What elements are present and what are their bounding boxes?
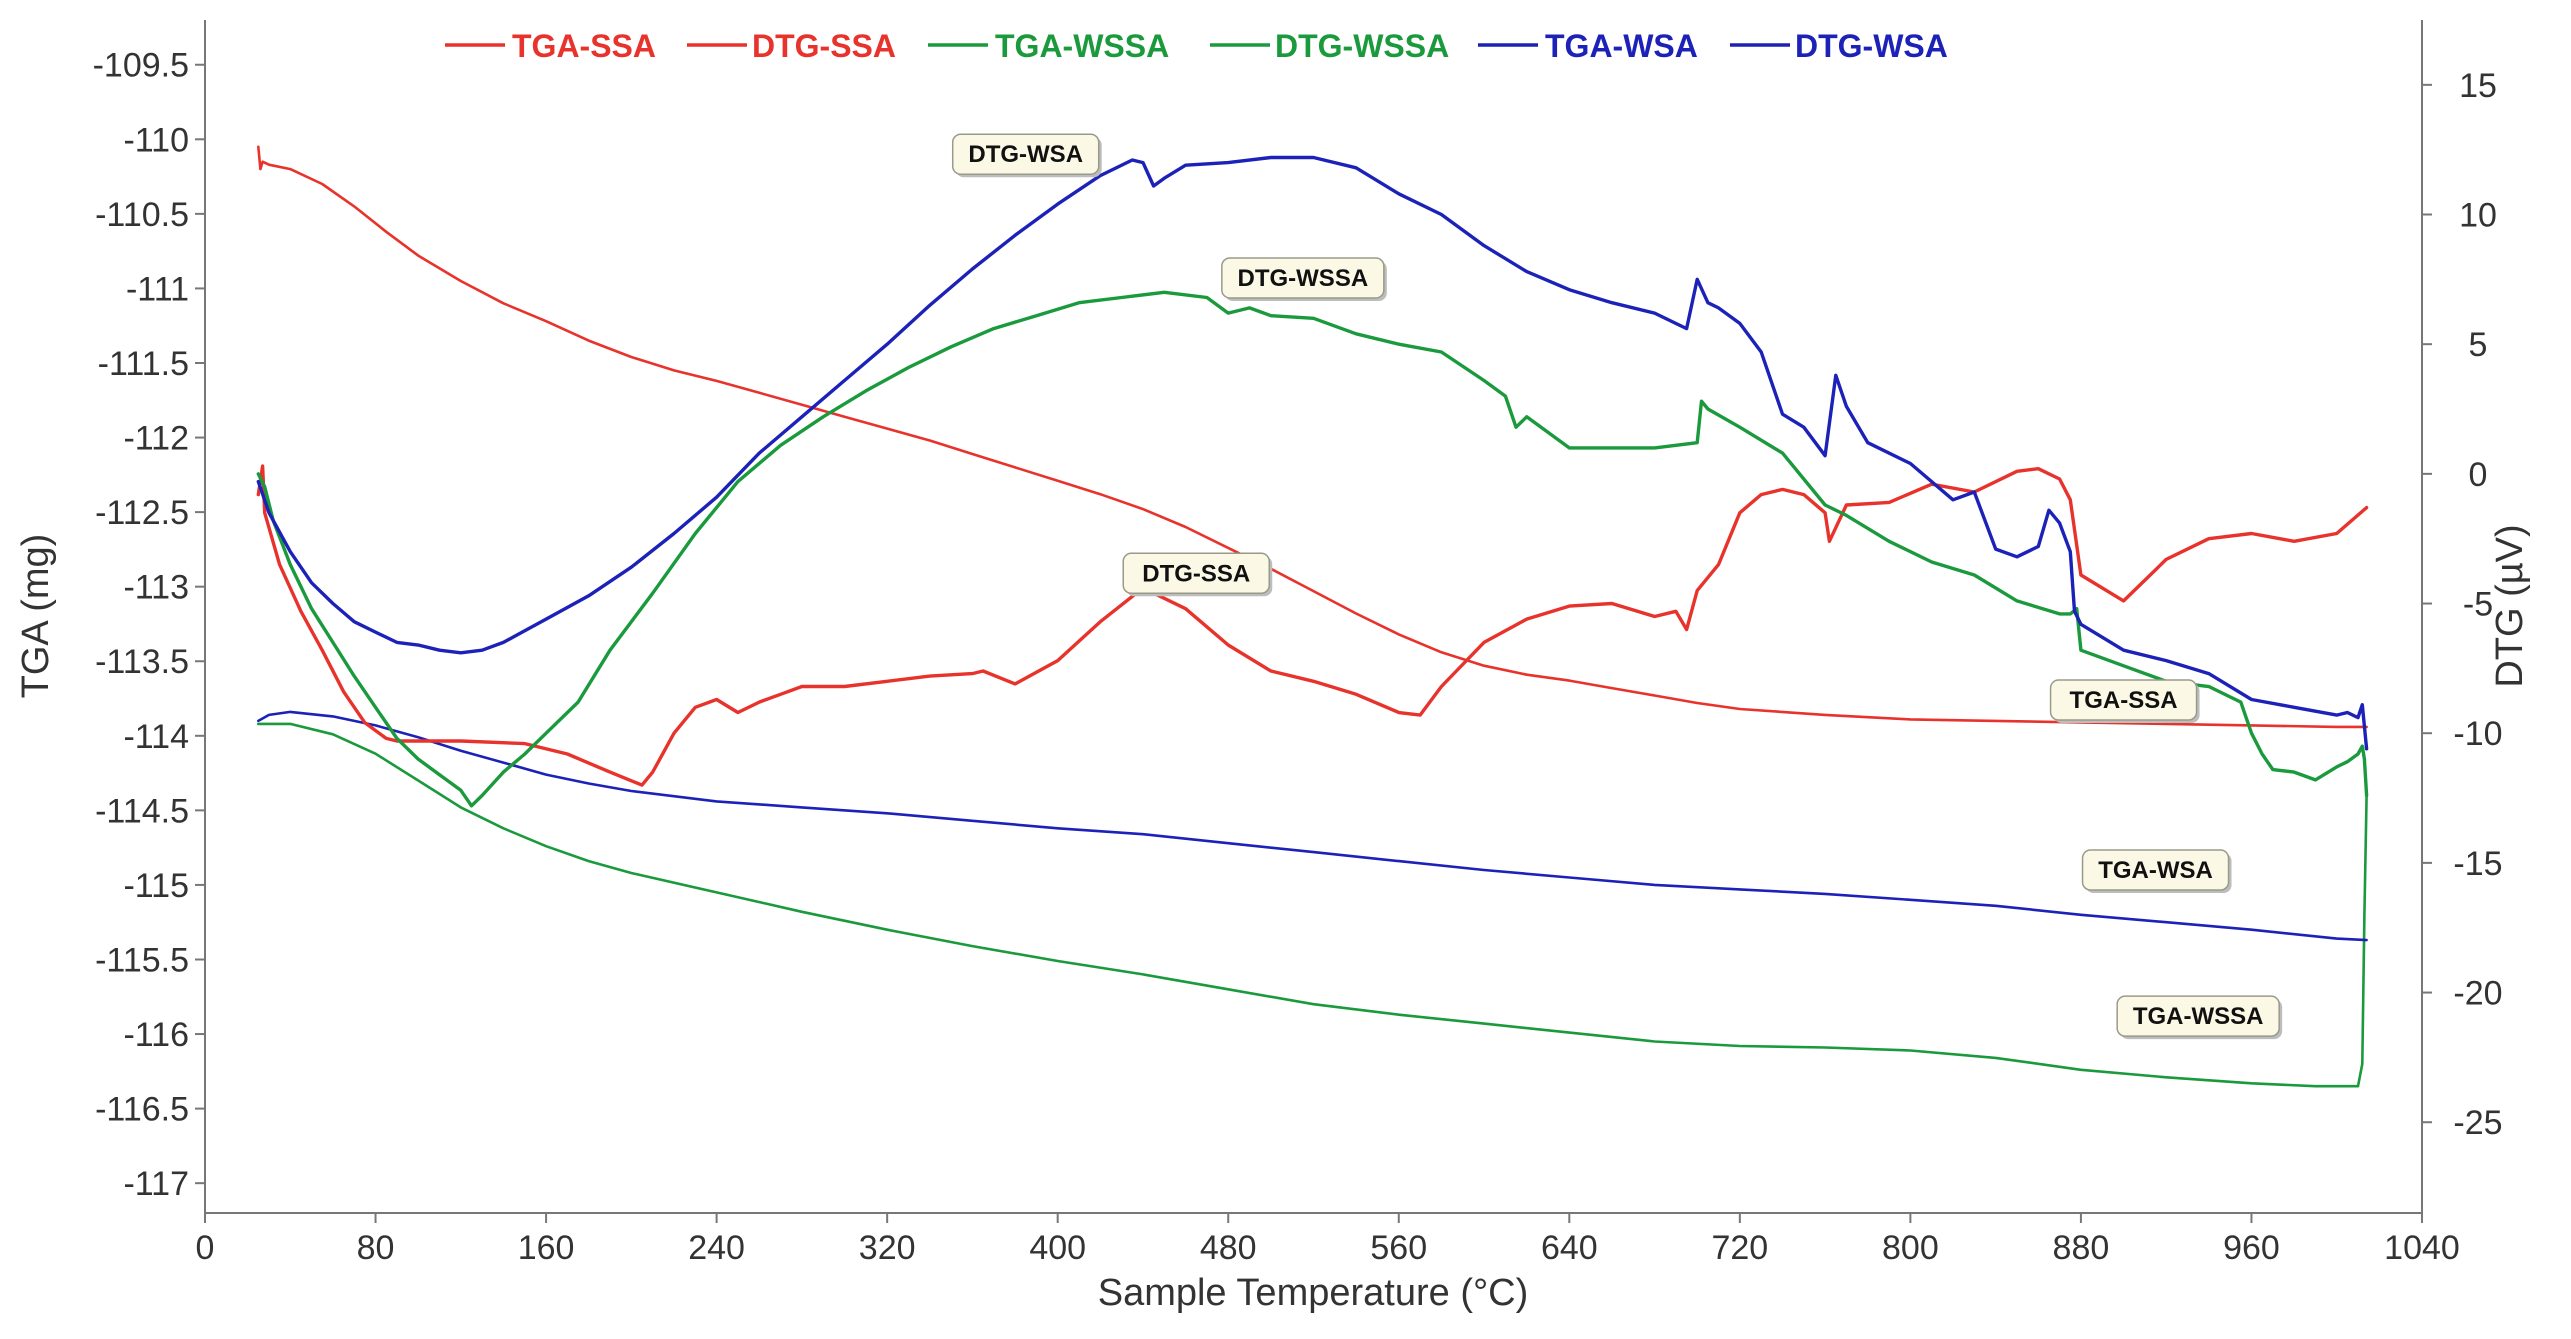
y-right-tick-label: 0 xyxy=(2469,456,2488,494)
y-right-tick-label: -20 xyxy=(2453,975,2502,1013)
annotation-label: TGA-SSA xyxy=(2070,687,2178,714)
x-ticks: 0 80 160 240 320 400 480 560 640 720 800 880 960 1040 xyxy=(196,1213,2460,1267)
annotation-label: DTG-SSA xyxy=(1142,560,1250,587)
legend-label: DTG-SSA xyxy=(752,28,896,64)
y-axis-right-title: DTG (µV) xyxy=(2489,524,2531,687)
annotation-box xyxy=(2081,849,2230,891)
x-tick-label: 480 xyxy=(1200,1229,1257,1267)
x-tick-label: 160 xyxy=(518,1229,575,1267)
y-left-tick-label: -117 xyxy=(123,1165,189,1203)
y-right-tick-label: 15 xyxy=(2459,67,2497,105)
y-left-tick-label: -115 xyxy=(123,867,189,905)
x-tick-label: 0 xyxy=(196,1229,215,1267)
y-left-tick-label: -113.5 xyxy=(95,643,189,681)
annotation-box xyxy=(951,133,1100,175)
y-left-tick-label: -114 xyxy=(123,718,189,756)
annotation-label: DTG-WSA xyxy=(968,141,1083,168)
annotations: DTG-WSA DTG-WSSA DTG-SSA TGA-SSA TGA-WSA TGA-… xyxy=(951,133,2283,1040)
series-line-tga-wssa xyxy=(256,722,2368,1088)
x-tick-label: 720 xyxy=(1711,1229,1768,1267)
series-line-dtg-ssa xyxy=(256,464,2369,787)
x-axis-title: Sample Temperature (°C) xyxy=(1098,1272,1529,1314)
legend-label: DTG-WSA xyxy=(1795,28,1948,64)
y-left-tick-label: -112.5 xyxy=(95,494,189,532)
y-ticks-left: -109.5 -110 -110.5 -111 -111.5 -112 -112.5 -113… xyxy=(93,47,205,1203)
x-tick-label: 240 xyxy=(688,1229,745,1267)
annotation-callout: TGA-WSA xyxy=(2081,849,2232,894)
series-line-tga-ssa xyxy=(256,145,2368,729)
y-left-tick-label: -110 xyxy=(123,121,189,159)
x-tick-label: 80 xyxy=(357,1229,395,1267)
y-left-tick-label: -111.5 xyxy=(98,345,189,383)
legend: TGA-SSA DTG-SSA TGA-WSSA DTG-WSSA TGA-WSA DTG… xyxy=(445,28,1948,64)
axes xyxy=(204,20,2423,1214)
x-tick-label: 800 xyxy=(1882,1229,1939,1267)
y-left-tick-label: -113 xyxy=(123,569,189,607)
annotation-box xyxy=(1221,257,1385,299)
annotation-callout: DTG-WSSA xyxy=(1221,257,1387,301)
y-ticks-right: 15 10 5 0 -5 -10 -15 -20 -25 xyxy=(2422,67,2503,1142)
x-tick-label: 960 xyxy=(2223,1229,2280,1267)
legend-label: TGA-WSA xyxy=(1545,28,1698,64)
x-tick-label: 1040 xyxy=(2384,1229,2460,1267)
y-left-tick-label: -109.5 xyxy=(93,47,189,85)
y-axis-left-title: TGA (mg) xyxy=(15,534,57,699)
x-tick-label: 560 xyxy=(1370,1229,1427,1267)
y-right-tick-label: 10 xyxy=(2459,197,2497,235)
annotation-label: TGA-WSA xyxy=(2098,857,2213,884)
annotation-callout: TGA-WSSA xyxy=(2116,995,2283,1040)
annotation-callout: TGA-SSA xyxy=(2049,679,2200,724)
x-tick-label: 640 xyxy=(1541,1229,1598,1267)
legend-label: DTG-WSSA xyxy=(1275,28,1449,64)
annotation-callout: DTG-SSA xyxy=(1122,552,1273,597)
y-left-tick-label: -116 xyxy=(123,1016,189,1054)
annotation-label: DTG-WSSA xyxy=(1238,265,1369,292)
y-left-tick-label: -114.5 xyxy=(95,792,189,830)
y-left-tick-label: -116.5 xyxy=(95,1091,189,1129)
y-right-tick-label: -15 xyxy=(2453,845,2502,883)
legend-label: TGA-WSSA xyxy=(995,28,1169,64)
annotation-box xyxy=(2116,995,2280,1037)
legend-label: TGA-SSA xyxy=(512,28,656,64)
y-left-tick-label: -112 xyxy=(123,420,189,458)
x-tick-label: 880 xyxy=(2053,1229,2110,1267)
series-line-dtg-wsa xyxy=(256,155,2369,751)
annotation-callout: DTG-WSA xyxy=(951,133,1102,178)
y-left-tick-label: -115.5 xyxy=(95,941,189,979)
annotation-box xyxy=(2049,679,2198,721)
y-left-tick-label: -111 xyxy=(126,270,189,308)
y-right-tick-label: -10 xyxy=(2453,715,2502,753)
annotation-box xyxy=(1122,552,1271,595)
y-right-tick-label: -5 xyxy=(2463,586,2493,624)
x-tick-label: 400 xyxy=(1029,1229,1086,1267)
x-tick-label: 320 xyxy=(859,1229,916,1267)
y-left-tick-label: -110.5 xyxy=(95,196,189,234)
annotation-label: TGA-WSSA xyxy=(2133,1003,2264,1030)
y-right-tick-label: -25 xyxy=(2453,1104,2502,1142)
y-right-tick-label: 5 xyxy=(2469,326,2488,364)
